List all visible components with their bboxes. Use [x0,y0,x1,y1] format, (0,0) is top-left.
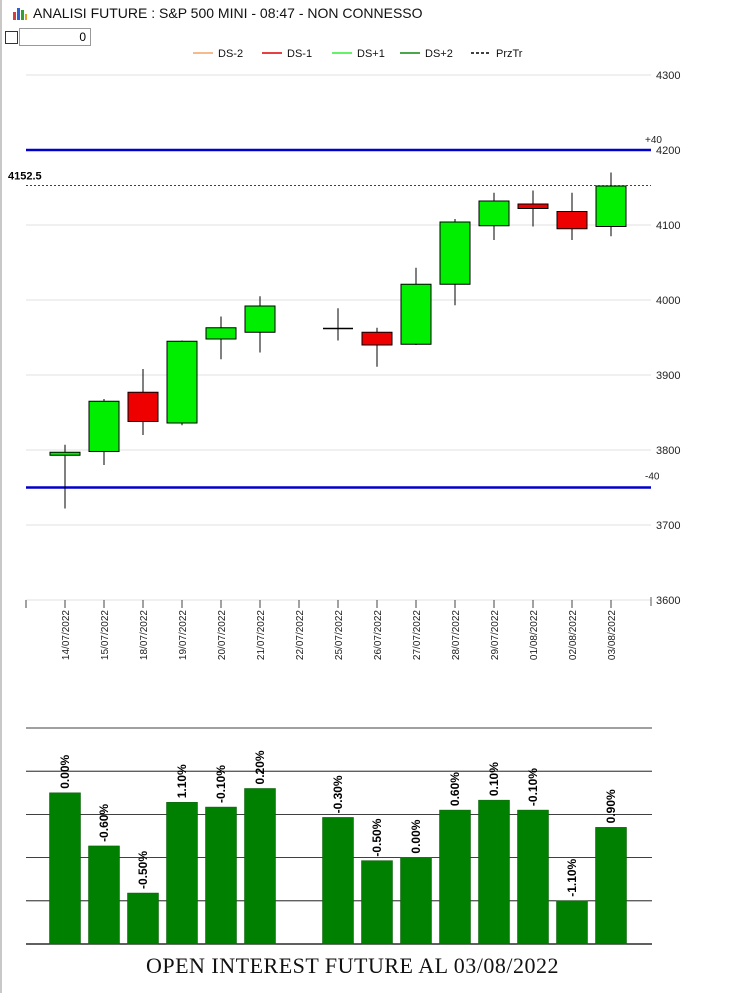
window-left-border [0,0,2,993]
x-tick-label-7: 25/07/2022 [334,610,345,660]
x-tick-label-10: 28/07/2022 [451,610,462,660]
x-tick-label-11: 29/07/2022 [490,610,501,660]
option-checkbox[interactable] [5,31,18,44]
window-title: ANALISI FUTURE : S&P 500 MINI - 08:47 - … [33,5,423,21]
legend-label-0: DS-2 [218,48,243,60]
oi-bar-label-12: -0.10% [526,768,540,806]
oi-bar-11 [478,799,510,945]
oi-bar-14 [595,827,627,945]
x-tick-label-4: 20/07/2022 [217,610,228,660]
x-tick-label-0: 14/07/2022 [61,610,72,660]
oi-bar-label-1: -0.60% [97,804,111,842]
oi-bar-7 [322,817,354,945]
x-tick-label-8: 26/07/2022 [373,610,384,660]
oi-bar-label-5: 0.20% [253,750,267,784]
bar-chart-icon [13,8,27,20]
oi-bar-10 [439,809,471,945]
last-price-label: 4152.5 [8,171,42,183]
candle-body-13 [556,211,588,230]
oi-bar-label-4: -0.10% [214,765,228,803]
oi-bar-label-2: -0.50% [136,851,150,889]
candle-body-9 [400,283,432,345]
x-tick-label-6: 22/07/2022 [295,610,306,660]
candle-body-8 [361,331,393,346]
y-tick-label-4: 4000 [656,295,680,307]
oi-bar-3 [166,802,198,945]
candle-body-0 [49,451,81,456]
y-tick-label-2: 3800 [656,445,680,457]
upper-band-label: +40 [645,135,662,146]
oi-bar-label-7: -0.30% [331,775,345,813]
x-tick-label-3: 19/07/2022 [178,610,189,660]
oi-bar-12 [517,809,549,945]
oi-bar-label-8: -0.50% [370,818,384,856]
open-interest-title: OPEN INTEREST FUTURE AL 03/08/2022 [145,953,559,978]
oi-bar-label-9: 0.00% [409,819,423,853]
candle-body-2 [127,391,159,422]
candle-body-1 [88,400,120,452]
x-tick-label-14: 03/08/2022 [607,610,618,660]
candle-body-4 [205,327,237,340]
y-tick-label-0: 3600 [656,595,680,607]
candle-body-3 [166,340,198,424]
oi-bar-0 [49,792,81,945]
candle-body-10 [439,221,471,285]
lower-band-label: -40 [645,472,660,483]
oi-bar-label-10: 0.60% [448,772,462,806]
oi-bar-2 [127,892,159,945]
x-tick-label-9: 27/07/2022 [412,610,423,660]
oi-bar-label-14: 0.90% [604,789,618,823]
y-tick-label-5: 4100 [656,220,680,232]
oi-bar-9 [400,857,432,945]
oi-bar-1 [88,845,120,945]
x-tick-label-5: 21/07/2022 [256,610,267,660]
toolbar [0,28,200,50]
x-tick-label-13: 02/08/2022 [568,610,579,660]
oi-bar-13 [556,900,588,945]
legend-label-1: DS-1 [287,48,312,60]
x-tick-label-2: 18/07/2022 [139,610,150,660]
y-tick-label-1: 3700 [656,520,680,532]
candle-body-14 [595,185,627,227]
y-tick-label-7: 4300 [656,70,680,82]
oi-bar-label-0: 0.00% [58,754,72,788]
candle-body-5 [244,305,276,333]
y-tick-label-3: 3900 [656,370,680,382]
legend-label-2: DS+1 [357,48,385,60]
oi-bar-8 [361,860,393,945]
oi-bar-label-13: -1.10% [565,858,579,896]
legend-label-4: PrzTr [496,48,523,60]
oi-bar-4 [205,806,237,945]
legend-label-3: DS+2 [425,48,453,60]
oi-bar-label-3: 1.10% [175,764,189,798]
title-bar: ANALISI FUTURE : S&P 500 MINI - 08:47 - … [0,0,745,26]
candle-body-11 [478,200,510,227]
x-tick-label-12: 01/08/2022 [529,610,540,660]
x-tick-label-1: 15/07/2022 [100,610,111,660]
oi-bar-5 [244,788,276,945]
y-tick-label-6: 4200 [656,145,680,157]
value-input[interactable] [19,28,91,46]
candle-body-12 [517,203,549,209]
oi-bar-label-11: 0.10% [487,762,501,796]
